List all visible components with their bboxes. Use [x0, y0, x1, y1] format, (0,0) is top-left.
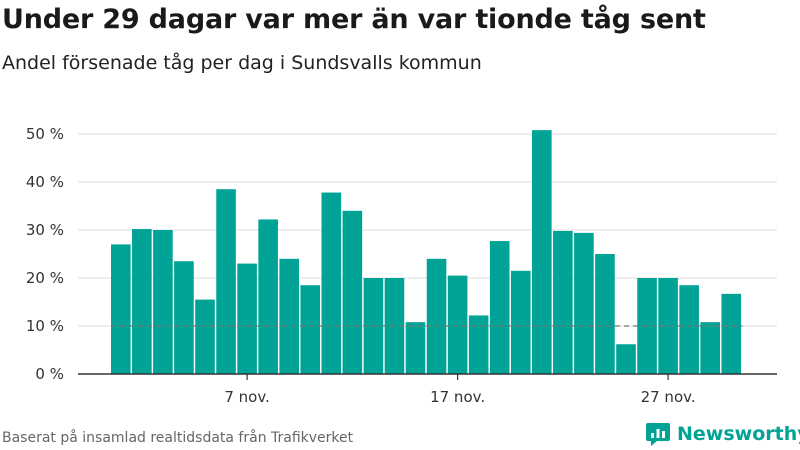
brand-name: Newsworthy	[677, 423, 800, 445]
bar	[279, 258, 299, 374]
y-tick-label: 20 %	[26, 269, 64, 287]
chart-subtitle: Andel försenade tåg per dag i Sundsvalls…	[2, 52, 482, 74]
source-note: Baserat på insamlad realtidsdata från Tr…	[2, 430, 354, 446]
y-tick-label: 10 %	[26, 317, 64, 335]
bar	[174, 261, 194, 374]
x-axis-ticks: 7 nov. 17 nov. 27 nov.	[224, 374, 696, 406]
y-tick-label: 40 %	[26, 173, 64, 191]
bar-chart: 0 % 10 % 20 % 30 % 40 % 50 % 7 nov. 17 nov. 27 …	[26, 125, 777, 406]
bar	[426, 258, 447, 374]
newsworthy-logo-icon	[646, 423, 670, 446]
bar	[258, 219, 278, 374]
bar	[405, 322, 426, 374]
brand-logo: Newsworthy	[645, 421, 800, 447]
x-tick-label: 7 nov.	[224, 388, 269, 406]
bar	[468, 315, 489, 374]
bar	[216, 189, 236, 374]
chart-title: Under 29 dagar var mer än var tionde tåg…	[2, 4, 706, 35]
bar	[321, 192, 342, 374]
x-tick-label: 27 nov.	[641, 388, 696, 406]
bar	[679, 285, 699, 374]
bar	[637, 278, 657, 374]
bar	[342, 210, 363, 374]
bar	[553, 230, 573, 374]
y-tick-label: 0 %	[35, 365, 64, 383]
y-tick-label: 30 %	[26, 221, 64, 239]
bar	[132, 229, 152, 374]
bar	[721, 293, 742, 374]
bar	[153, 230, 173, 374]
bar	[195, 299, 215, 374]
bar	[658, 278, 678, 374]
bar	[300, 285, 321, 374]
bar	[111, 244, 131, 374]
bar	[532, 130, 552, 374]
bar	[700, 322, 720, 374]
x-tick-label: 17 nov.	[430, 388, 485, 406]
bar	[447, 275, 468, 374]
bars	[111, 130, 742, 374]
bar	[489, 241, 510, 374]
bar	[616, 344, 636, 374]
y-tick-label: 50 %	[26, 125, 64, 143]
y-axis-ticks: 0 % 10 % 20 % 30 % 40 % 50 %	[26, 125, 64, 383]
bar	[237, 263, 257, 374]
bar	[574, 232, 594, 374]
bar	[595, 254, 615, 374]
bar	[510, 270, 531, 374]
